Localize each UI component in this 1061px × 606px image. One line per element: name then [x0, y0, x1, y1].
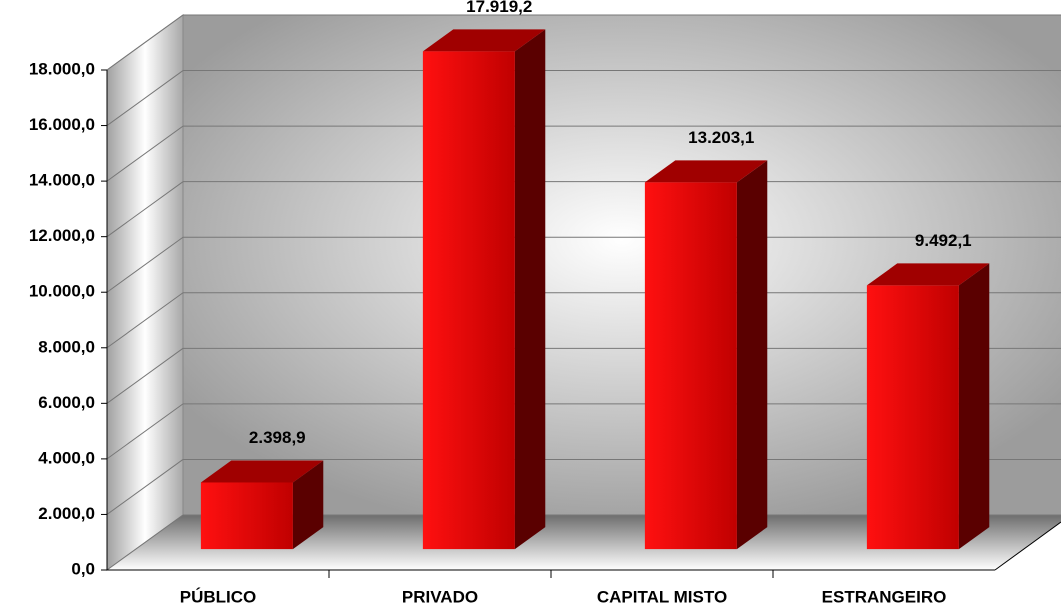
bar-side	[958, 263, 990, 550]
floor-edge	[994, 521, 1061, 571]
y-tick-label: 8.000,0	[38, 337, 95, 356]
bar-top	[644, 160, 768, 183]
y-tick-label: 12.000,0	[29, 226, 95, 245]
grid-line	[106, 125, 184, 182]
bar-side	[292, 460, 324, 550]
value-label: 17.919,2	[466, 0, 532, 16]
grid-line	[106, 70, 184, 126]
floor	[107, 515, 1061, 570]
y-tick-label: 2.000,0	[38, 504, 95, 523]
bars	[200, 29, 990, 550]
y-tick-label: 14.000,0	[29, 171, 95, 190]
grid-line	[106, 459, 184, 515]
y-tick-label: 16.000,0	[29, 115, 95, 134]
bar	[866, 285, 959, 550]
grid-line	[106, 347, 184, 404]
x-tick-label: PRIVADO	[402, 587, 478, 606]
value-label: 2.398,9	[249, 428, 306, 447]
y-tick-label: 18.000,0	[29, 59, 95, 78]
grid-line	[106, 403, 184, 460]
y-tick-label: 6.000,0	[38, 393, 95, 412]
grid-line	[106, 236, 184, 293]
bar-side	[736, 160, 768, 550]
bar-top	[200, 460, 324, 483]
back-wall	[183, 15, 1061, 515]
value-label: 9.492,1	[915, 231, 972, 250]
grid-line	[106, 292, 184, 349]
bar-top	[422, 29, 546, 52]
bar-top	[866, 263, 990, 286]
value-label: 13.203,1	[688, 128, 754, 147]
y-tick-label: 0,0	[71, 559, 95, 578]
bar	[644, 182, 737, 550]
grid-line	[106, 181, 184, 238]
grid-line	[106, 14, 184, 71]
bar	[200, 482, 293, 550]
x-tick-label: ESTRANGEIRO	[822, 587, 947, 606]
bar	[422, 51, 515, 550]
y-tick-label: 10.000,0	[29, 282, 95, 301]
x-tick-label: PÚBLICO	[180, 587, 257, 606]
y-tick-label: 4.000,0	[38, 448, 95, 467]
x-tick-label: CAPITAL MISTO	[597, 587, 727, 606]
grid-line	[106, 514, 184, 571]
bar-side	[514, 29, 546, 550]
